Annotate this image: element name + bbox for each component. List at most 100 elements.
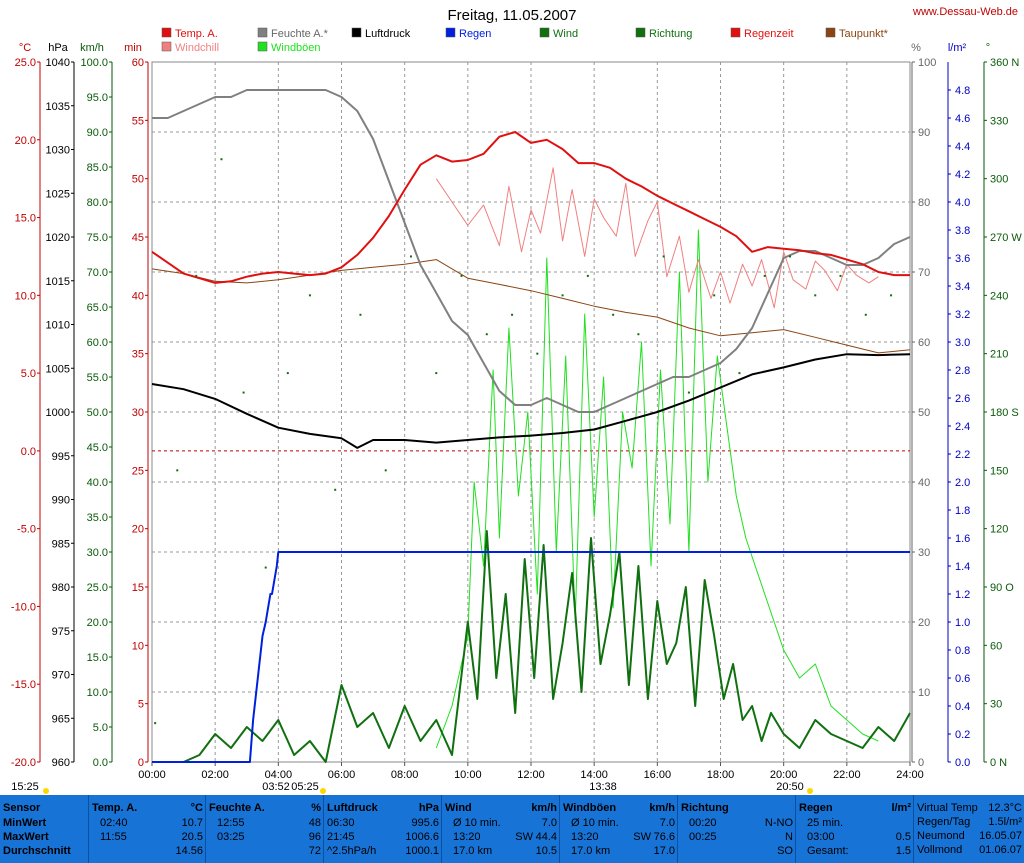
richtung-point xyxy=(586,274,589,277)
richtung-point xyxy=(864,313,867,316)
humidity-axis-label: 100 xyxy=(918,57,936,69)
rain-axis-label: 4.2 xyxy=(955,169,970,181)
footer-row: 17.0 km 17.0 xyxy=(563,844,675,858)
footer-row: 14.56 xyxy=(92,844,203,858)
footer-cell: 995.6 xyxy=(411,817,439,829)
x-tick-label: 16:00 xyxy=(644,769,672,781)
rain-axis-label: 1.8 xyxy=(955,505,970,517)
series-layer xyxy=(151,89,911,763)
footer-cell: 76.6 xyxy=(653,831,675,843)
legend-label: Regen xyxy=(459,28,491,40)
footer-cell: 16.05.07 xyxy=(979,830,1022,842)
rain-axis-label: 2.2 xyxy=(955,449,970,461)
footer-row: 13:20 SW 76.6 xyxy=(563,830,675,844)
richtung-point xyxy=(154,722,157,725)
footer-cell: 20.5 xyxy=(181,831,203,843)
footer-row: 11:55 20.5 xyxy=(92,830,203,844)
richtung-point xyxy=(814,294,817,297)
richtung-point xyxy=(788,255,791,258)
humidity-axis-label: 20 xyxy=(918,617,930,629)
footer-row-label: MinWert xyxy=(3,817,47,829)
time-label-noon: 13:38 xyxy=(589,781,617,793)
legend-label: Luftdruck xyxy=(365,28,411,40)
x-tick-label: 22:00 xyxy=(833,769,861,781)
legend-label: Taupunkt* xyxy=(839,28,889,40)
footer-column: Virtual Temp 12.3°C Regen/Tag 1.5l/m² Neumon… xyxy=(913,795,1024,863)
richtung-point xyxy=(485,333,488,336)
minutes-axis-label: 55 xyxy=(132,115,144,127)
footer-header-label: Windböen xyxy=(563,802,617,814)
rain-axis-label: 0.0 xyxy=(955,757,970,769)
direction-axis-label: 120 xyxy=(990,524,1008,536)
footer-row: MaxWert xyxy=(3,830,85,844)
rain-axis-label: 3.0 xyxy=(955,337,970,349)
richtung-point xyxy=(687,391,690,394)
rain-axis-label: 1.4 xyxy=(955,561,970,573)
footer-row: 25 min. xyxy=(799,816,911,830)
richtung-point xyxy=(662,255,665,258)
legend: Temp. A. Windchill Feuchte A.* Windböen Luft… xyxy=(161,27,889,54)
direction-axis-label: 60 xyxy=(990,640,1002,652)
legend-swatch xyxy=(539,27,550,38)
direction-axis-label: 30 xyxy=(990,699,1002,711)
sun-icon xyxy=(807,788,813,794)
speed-axis-label: 10.0 xyxy=(87,687,108,699)
rain-axis-label: 3.4 xyxy=(955,281,970,293)
footer-row: 72 xyxy=(209,844,321,858)
footer-row: MinWert xyxy=(3,816,85,830)
footer-row: Ø 10 min. 7.0 xyxy=(563,816,675,830)
direction-axis-label: 180 S xyxy=(990,407,1019,419)
footer-cell: 00:25 xyxy=(689,831,717,843)
footer-cell: 7.0 xyxy=(541,817,557,829)
temp-axis-label: -10.0 xyxy=(11,601,36,613)
direction-axis-label: 300 xyxy=(990,174,1008,186)
rain-axis-label: 0.6 xyxy=(955,673,970,685)
minutes-axis-label: 40 xyxy=(132,290,144,302)
minutes-axis-label: 15 xyxy=(132,582,144,594)
rain-axis-label: 4.0 xyxy=(955,197,970,209)
time-label-sunrise: 03:52 xyxy=(262,781,290,793)
footer-cell: 01.06.07 xyxy=(979,844,1022,856)
pressure-axis-label: 970 xyxy=(52,670,70,682)
footer-row: 06:30 995.6 xyxy=(327,816,439,830)
footer-cell: 03:00 xyxy=(807,831,835,843)
footer-cell: SW xyxy=(633,831,651,843)
footer-cell: 17.0 km xyxy=(453,845,493,857)
footer-cell: N-NO xyxy=(764,817,793,829)
temp-axis-label: 0.0 xyxy=(21,446,36,458)
footer-row: 03:00 0.5 xyxy=(799,830,911,844)
series-taupunkt-line xyxy=(151,259,911,354)
x-tick-label: 00:00 xyxy=(138,769,166,781)
footer-cell: 1000.1 xyxy=(405,845,439,857)
richtung-point xyxy=(409,255,412,258)
footer-cell: 17.0 km xyxy=(571,845,611,857)
direction-axis-label: 240 xyxy=(990,290,1008,302)
unit-degree: ° xyxy=(986,42,990,54)
temp-axis-label: -5.0 xyxy=(17,524,36,536)
legend-label: Temp. A. xyxy=(175,28,218,40)
rain-axis-label: 1.6 xyxy=(955,533,970,545)
speed-axis-label: 45.0 xyxy=(87,442,108,454)
footer-column-header: Feuchte A.% xyxy=(209,801,321,815)
richtung-point xyxy=(713,294,716,297)
footer-header-label: Regen xyxy=(799,802,833,814)
footer-cell: 13:20 xyxy=(571,831,599,843)
time-label-start: 15:25 xyxy=(11,781,39,793)
speed-axis-label: 35.0 xyxy=(87,512,108,524)
footer-row-label: MaxWert xyxy=(3,831,49,843)
richtung-point xyxy=(763,274,766,277)
x-tick-label: 12:00 xyxy=(517,769,545,781)
direction-axis-label: 0 N xyxy=(990,757,1007,769)
unit-temp: °C xyxy=(19,42,31,54)
temp-axis-label: 20.0 xyxy=(15,135,36,147)
series-feuchte-line xyxy=(152,89,911,413)
footer-column: Richtung 00:20 N-NO 00:25 N SO xyxy=(677,795,796,863)
richtung-point xyxy=(359,313,362,316)
richtung-point xyxy=(286,372,289,375)
richtung-point xyxy=(308,294,311,297)
richtung-point xyxy=(890,294,893,297)
footer-row: SO xyxy=(681,844,793,858)
footer-row: 12:55 48 xyxy=(209,816,321,830)
minutes-axis-label: 5 xyxy=(138,699,144,711)
footer-cell: 13:20 xyxy=(453,831,481,843)
